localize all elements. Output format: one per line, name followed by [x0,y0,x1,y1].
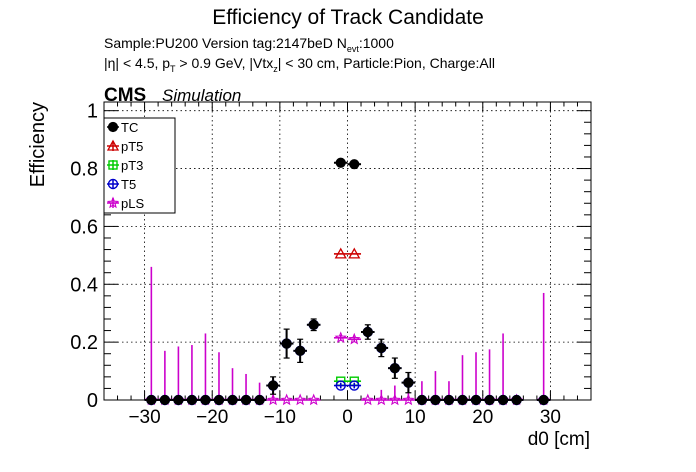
legend-label: pT5 [121,139,143,154]
legend-item-pt3: pT3 [107,158,143,173]
data-point [335,157,346,168]
y-tick-label: 0.8 [70,159,98,181]
y-tick-label: 0 [87,390,98,412]
legend-label: T5 [121,177,136,192]
data-point [280,393,293,406]
data-point [470,394,482,406]
cms-sublabel: Simulation [162,86,241,105]
data-point [457,394,468,406]
data-point [281,338,292,349]
data-point [416,394,428,406]
legend-marker [107,121,119,133]
data-point [375,393,388,406]
data-point [213,394,225,406]
x-tick-label: 10 [405,407,426,428]
x-tick-label: 20 [472,407,493,428]
x-axis-label: d0 [cm] [528,429,590,450]
y-tick-label: 0.2 [70,332,98,354]
x-tick-label: −20 [196,407,228,428]
legend-marker [107,178,119,190]
x-tick-label: 0 [342,407,353,428]
data-point [349,380,360,391]
data-point [146,394,157,406]
data-point [511,394,522,406]
data-point [361,393,374,406]
y-axis-label: Efficiency [27,102,49,187]
y-tick-label: 0.4 [70,274,98,296]
data-point [348,247,361,259]
data-point [443,394,455,406]
data-point [173,394,184,406]
series-tc [144,157,551,406]
data-point [430,394,441,406]
data-point [240,394,252,406]
data-point [335,380,346,391]
data-point [362,326,373,338]
data-point [376,342,387,354]
data-point [308,319,319,330]
data-point [307,393,320,406]
data-point [402,393,415,406]
legend-label: pLS [121,196,144,211]
data-point [349,159,360,170]
data-point [295,345,306,356]
x-tick-label: −30 [128,407,160,428]
data-point [403,377,414,388]
legend-label: pT3 [121,158,143,173]
cms-label: CMS [104,85,146,106]
legend-marker [108,160,118,170]
data-point [538,394,549,406]
series-pt5 [333,247,362,259]
data-point [266,393,280,406]
data-markers [144,157,551,406]
data-point [254,394,265,406]
data-point [200,394,211,406]
legend-label: TC [121,120,138,135]
data-point [497,394,509,406]
y-tick-label: 0.6 [70,216,98,238]
data-point [388,393,402,406]
data-point [484,394,495,406]
data-point [348,332,361,345]
data-point [267,380,279,391]
legend-item-pls: pLS [106,196,144,211]
data-point [186,394,198,406]
data-point [334,331,347,344]
data-point [227,394,238,406]
data-point [389,363,400,374]
legend-item-tc: TC [107,120,138,135]
grid [104,102,591,401]
legend: TC pT5 pT3 T5 pLS [103,117,176,214]
data-point [293,393,307,406]
data-point [159,394,170,406]
x-tick-label: −10 [264,407,296,428]
y-tick-label: 1 [87,101,98,123]
chart-title: Efficiency of Track Candidate [212,6,484,29]
legend-marker [106,196,120,209]
legend-marker [106,139,120,151]
chart-subtitle-line2: |η| < 4.5, pT > 0.9 GeV, |Vtxz| < 30 cm,… [104,55,495,74]
legend-item-pt5: pT5 [106,139,143,154]
data-point [334,247,347,259]
chart-subtitle-line1: Sample:PU200 Version tag:2147beD Nevt:10… [104,35,394,54]
legend-item-t5: T5 [107,177,136,192]
x-tick-label: 30 [540,407,561,428]
